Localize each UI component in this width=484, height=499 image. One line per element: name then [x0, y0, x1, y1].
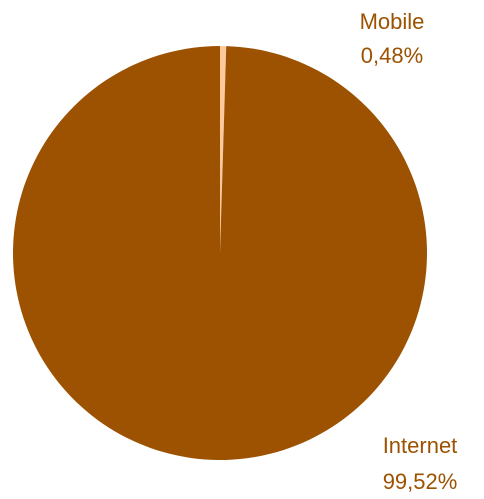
slice-label-mobile: Mobile: [360, 9, 425, 34]
pie-slice-internet: [12, 46, 427, 460]
pie-slice-mobile: [220, 46, 227, 253]
pie-slices: [12, 46, 427, 460]
slice-label-internet: Internet: [383, 433, 458, 458]
slice-value-internet: 99,52%: [383, 469, 458, 494]
slice-value-mobile: 0,48%: [361, 43, 423, 68]
